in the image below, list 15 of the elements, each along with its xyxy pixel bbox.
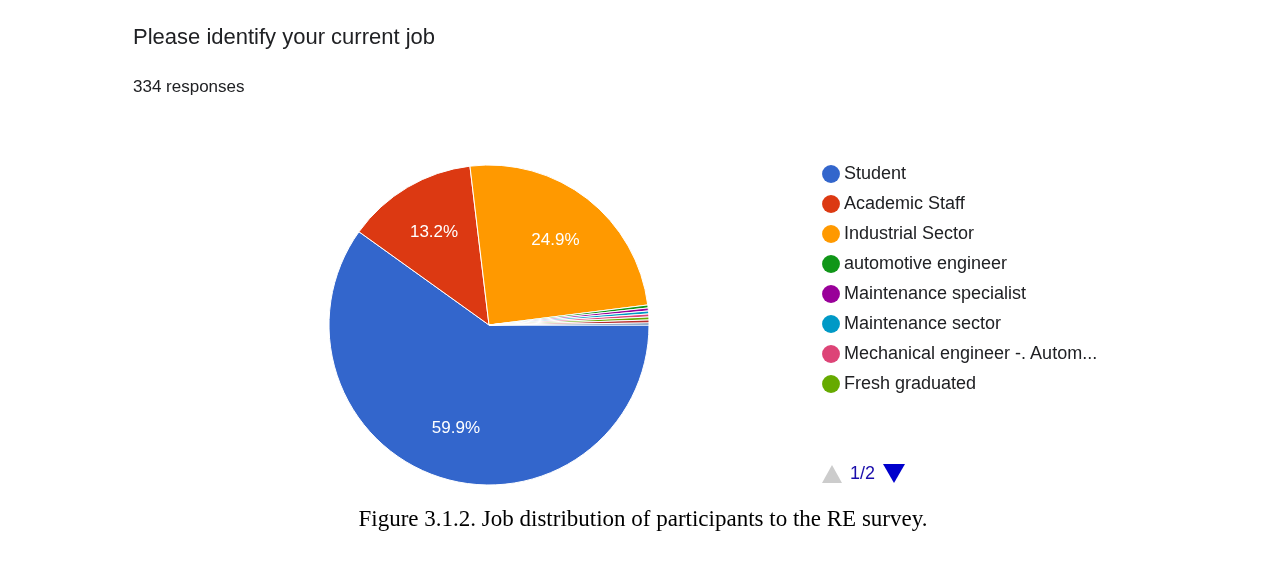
legend-label: Fresh graduated xyxy=(844,373,977,393)
legend-label: Maintenance specialist xyxy=(844,283,1027,303)
legend-label: automotive engineer xyxy=(844,253,1008,273)
text: 1/2 xyxy=(850,463,876,484)
text: 334 responses xyxy=(133,77,245,97)
legend-label: Mechanical engineer -. Autom... xyxy=(844,343,1098,363)
caption: Figure 3.1.2. Job distribution of participants to the RE survey. xyxy=(357,506,929,532)
data-label: 13.2% xyxy=(409,222,459,242)
legend-label: Industrial Sector xyxy=(844,223,975,243)
data-label: 59.9% xyxy=(431,417,481,437)
chart-title: Please identify your current job xyxy=(133,24,436,50)
data-label: 24.9% xyxy=(531,229,580,249)
legend-label: Maintenance sector xyxy=(844,313,1002,333)
legend-label: Student xyxy=(844,163,907,183)
legend-label: Academic Staff xyxy=(844,193,966,213)
